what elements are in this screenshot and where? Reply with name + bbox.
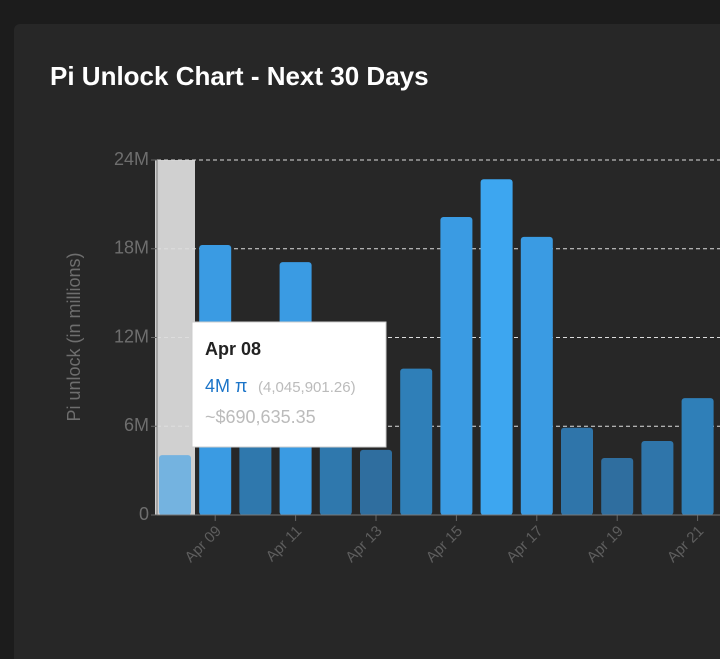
tooltip-exact: (4,045,901.26) bbox=[258, 379, 356, 396]
tooltip-title: Apr 08 bbox=[205, 339, 261, 359]
y-axis-label: Pi unlock (in millions) bbox=[64, 252, 84, 421]
bar bbox=[681, 398, 714, 515]
bar bbox=[400, 368, 433, 515]
y-tick-label: 24M bbox=[114, 149, 149, 169]
y-tick-label: 18M bbox=[114, 238, 149, 258]
tooltip-usd: ~$690,635.35 bbox=[205, 407, 316, 427]
y-tick-label: 0 bbox=[139, 504, 149, 524]
y-tick-label: 6M bbox=[124, 415, 149, 435]
bar bbox=[440, 216, 473, 515]
bar bbox=[561, 427, 593, 515]
bar bbox=[319, 441, 352, 515]
bar bbox=[641, 441, 674, 515]
y-tick-label: 12M bbox=[114, 326, 149, 346]
chart-title: Pi Unlock Chart - Next 30 Days bbox=[50, 61, 429, 91]
tooltip-value: 4M π bbox=[205, 376, 247, 396]
bar bbox=[520, 236, 553, 515]
bar bbox=[601, 458, 634, 515]
bar bbox=[360, 449, 392, 515]
tooltip-box bbox=[191, 321, 387, 448]
bar bbox=[480, 179, 513, 515]
tooltip: Apr 08 4M π (4,045,901.26) ~$690,635.35 bbox=[191, 321, 387, 448]
bar bbox=[159, 455, 191, 515]
